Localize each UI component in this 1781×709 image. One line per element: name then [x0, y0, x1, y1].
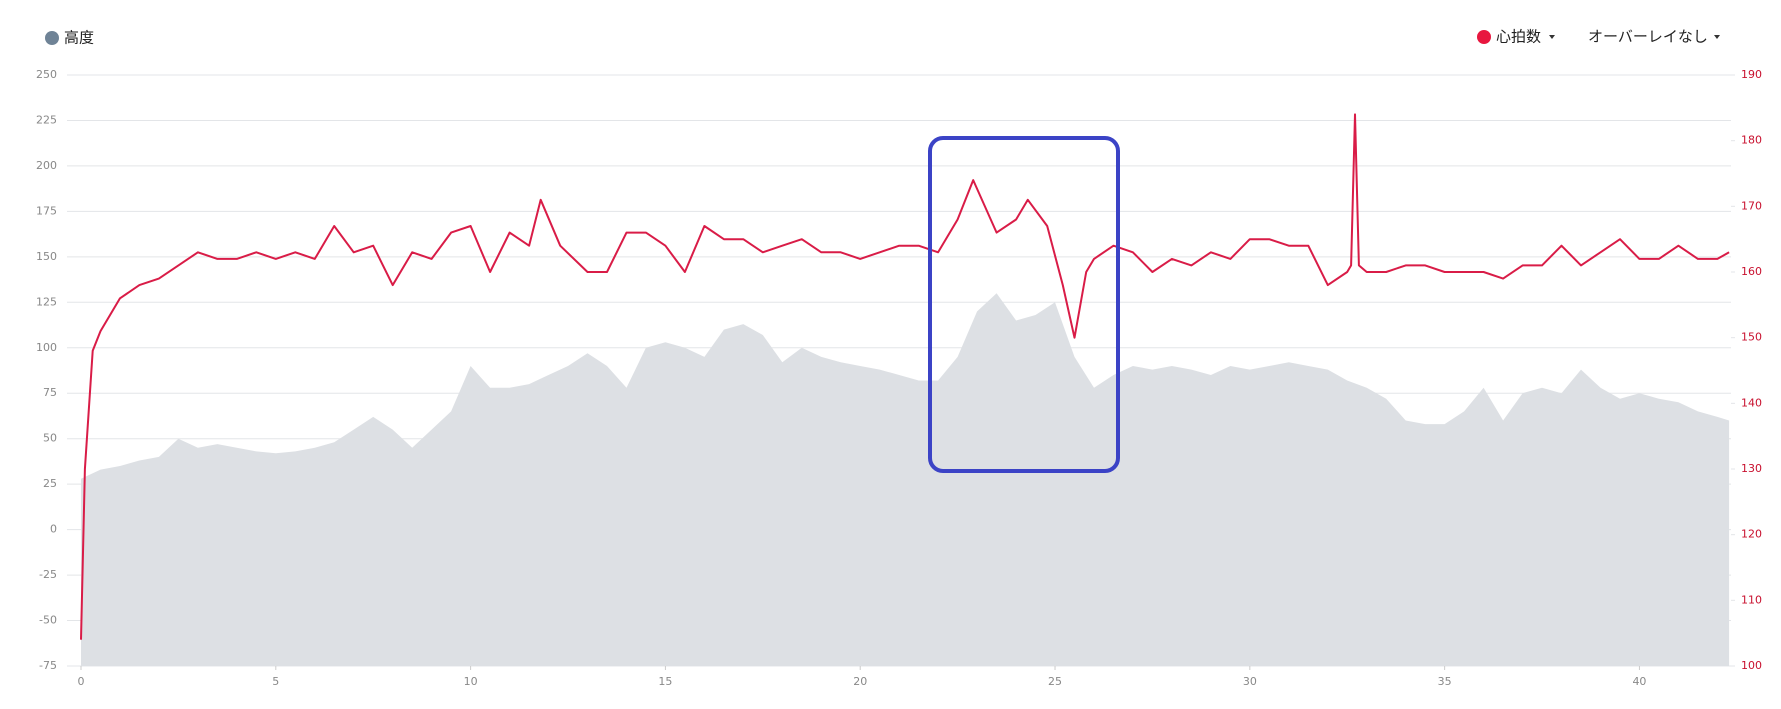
- legend-dot[interactable]: [1477, 30, 1491, 44]
- y2-tick-label: 190: [1741, 68, 1762, 81]
- y-tick-label: 200: [36, 159, 57, 172]
- y-tick-label: 150: [36, 250, 57, 263]
- x-tick-label: 25: [1048, 675, 1062, 688]
- legend-dot: [45, 31, 59, 45]
- y-tick-label: -75: [39, 659, 57, 672]
- plot: -75-50-250255075100125150175200225250100…: [36, 68, 1762, 688]
- x-tick-label: 5: [272, 675, 279, 688]
- x-tick-label: 35: [1438, 675, 1452, 688]
- y-tick-label: 25: [43, 477, 57, 490]
- legend-label: 高度: [64, 29, 94, 47]
- y-tick-label: 250: [36, 68, 57, 81]
- legend-label[interactable]: 心拍数: [1496, 28, 1541, 46]
- y-tick-label: 50: [43, 432, 57, 445]
- y2-tick-label: 110: [1741, 593, 1762, 606]
- y2-tick-label: 160: [1741, 265, 1762, 278]
- x-tick-label: 0: [78, 675, 85, 688]
- y-tick-label: 125: [36, 295, 57, 308]
- y2-tick-label: 140: [1741, 396, 1762, 409]
- x-tick-label: 30: [1243, 675, 1257, 688]
- y2-tick-label: 120: [1741, 528, 1762, 541]
- x-tick-label: 40: [1632, 675, 1646, 688]
- x-tick-label: 10: [464, 675, 478, 688]
- dropdown-arrow[interactable]: [1714, 35, 1720, 39]
- x-tick-label: 15: [658, 675, 672, 688]
- y-tick-label: 100: [36, 341, 57, 354]
- area: [81, 293, 1730, 666]
- y-tick-label: 175: [36, 204, 57, 217]
- highlight-box: [928, 136, 1120, 473]
- y-tick-label: 75: [43, 386, 57, 399]
- y2-tick-label: 150: [1741, 331, 1762, 344]
- x-tick-label: 20: [853, 675, 867, 688]
- y2-tick-label: 170: [1741, 199, 1762, 212]
- dropdown-arrow[interactable]: [1549, 35, 1555, 39]
- y-tick-label: -50: [39, 614, 57, 627]
- y2-tick-label: 180: [1741, 134, 1762, 147]
- y-tick-label: 225: [36, 113, 57, 126]
- y2-tick-label: 100: [1741, 659, 1762, 672]
- line: [80, 113, 1730, 640]
- overlay-select[interactable]: オーバーレイなし: [1588, 28, 1708, 46]
- y-tick-label: -25: [39, 568, 57, 581]
- y2-tick-label: 130: [1741, 462, 1762, 475]
- y-tick-label: 0: [50, 523, 57, 536]
